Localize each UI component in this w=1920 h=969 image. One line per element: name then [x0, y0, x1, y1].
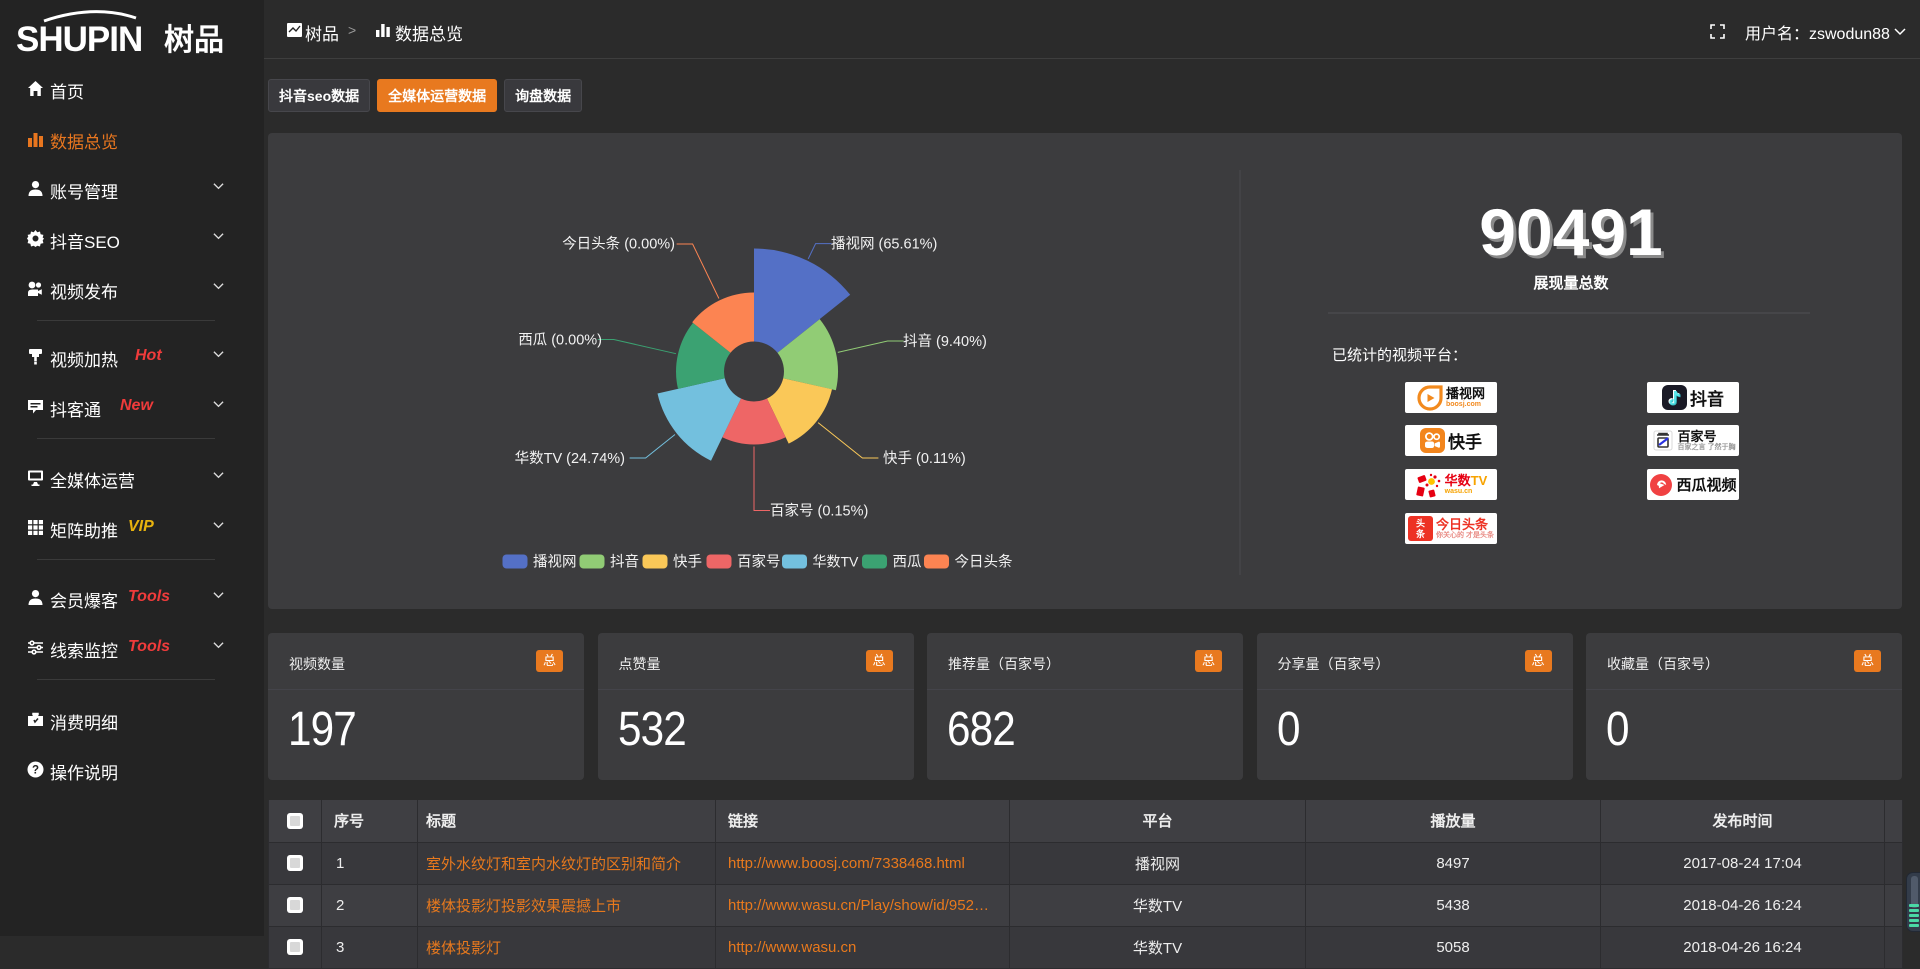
svg-text:快手: 快手: [673, 554, 702, 571]
svg-text:今日头条 (0.00%): 今日头条 (0.00%): [562, 236, 675, 253]
svg-text:快手 (0.11%): 快手 (0.11%): [883, 450, 966, 467]
svg-text:90491: 90491: [1479, 195, 1663, 269]
svg-text:百家号 (0.15%): 百家号 (0.15%): [770, 503, 868, 520]
svg-text:头: 头: [1416, 518, 1425, 529]
svg-text:播视网 (65.61%): 播视网 (65.61%): [831, 236, 937, 253]
svg-text:华数TV: 华数TV: [813, 554, 860, 570]
svg-text:播视网: 播视网: [533, 554, 577, 571]
svg-text:西瓜 (0.00%): 西瓜 (0.00%): [518, 333, 602, 349]
svg-text:展现量总数: 展现量总数: [1533, 274, 1609, 292]
svg-text:西瓜: 西瓜: [893, 555, 922, 571]
svg-text:树品: 树品: [164, 24, 224, 57]
svg-text:百家号: 百家号: [737, 554, 781, 571]
svg-text:抖音 (9.40%): 抖音 (9.40%): [903, 333, 987, 350]
svg-text:抖音: 抖音: [610, 554, 639, 571]
svg-text:条: 条: [1415, 528, 1426, 539]
svg-text:?: ?: [32, 765, 39, 777]
svg-text:SHUPIN: SHUPIN: [16, 20, 142, 58]
svg-text:华数TV (24.74%): 华数TV (24.74%): [515, 450, 625, 467]
svg-text:已统计的视频平台：: 已统计的视频平台：: [1332, 347, 1467, 364]
svg-text:今日头条: 今日头条: [955, 554, 1013, 571]
